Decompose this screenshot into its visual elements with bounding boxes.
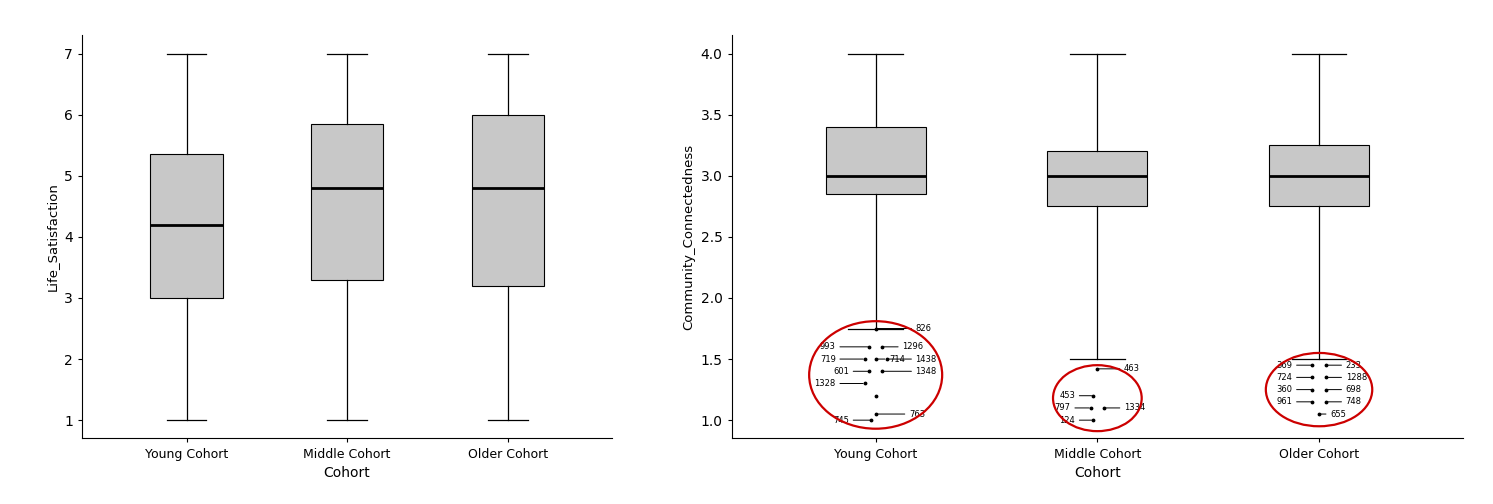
FancyBboxPatch shape: [151, 154, 222, 298]
Text: 1296: 1296: [884, 342, 923, 351]
Text: 724: 724: [1277, 373, 1311, 382]
Y-axis label: Community_Connectedness: Community_Connectedness: [682, 144, 694, 330]
FancyBboxPatch shape: [472, 115, 543, 286]
Text: 797: 797: [1054, 403, 1090, 412]
Text: 655: 655: [1320, 410, 1347, 418]
Text: 763: 763: [876, 410, 926, 418]
Text: 993: 993: [820, 342, 867, 351]
Text: 360: 360: [1277, 385, 1311, 394]
Text: 124: 124: [1060, 416, 1091, 425]
Text: 961: 961: [1277, 397, 1311, 406]
FancyBboxPatch shape: [1269, 145, 1369, 206]
Text: 1328: 1328: [815, 379, 863, 388]
Text: 826: 826: [876, 324, 932, 333]
Text: 714: 714: [876, 354, 905, 363]
Text: 698: 698: [1327, 385, 1362, 394]
Text: 1288: 1288: [1327, 373, 1368, 382]
X-axis label: Cohort: Cohort: [324, 466, 370, 480]
Text: 745: 745: [833, 416, 870, 425]
FancyBboxPatch shape: [311, 124, 384, 280]
Text: 1348: 1348: [884, 367, 936, 376]
Text: 463: 463: [1099, 364, 1141, 373]
FancyBboxPatch shape: [1048, 151, 1147, 206]
Text: 748: 748: [1327, 397, 1362, 406]
Text: 601: 601: [833, 367, 867, 376]
Text: 1438: 1438: [888, 354, 936, 363]
Y-axis label: Life_Satisfaction: Life_Satisfaction: [46, 182, 58, 291]
Text: 233: 233: [1327, 361, 1362, 369]
Text: 719: 719: [820, 354, 863, 363]
X-axis label: Cohort: Cohort: [1073, 466, 1121, 480]
Text: 1334: 1334: [1105, 403, 1145, 412]
Text: 453: 453: [1060, 391, 1091, 400]
Text: 369: 369: [1277, 361, 1311, 369]
FancyBboxPatch shape: [826, 127, 926, 194]
